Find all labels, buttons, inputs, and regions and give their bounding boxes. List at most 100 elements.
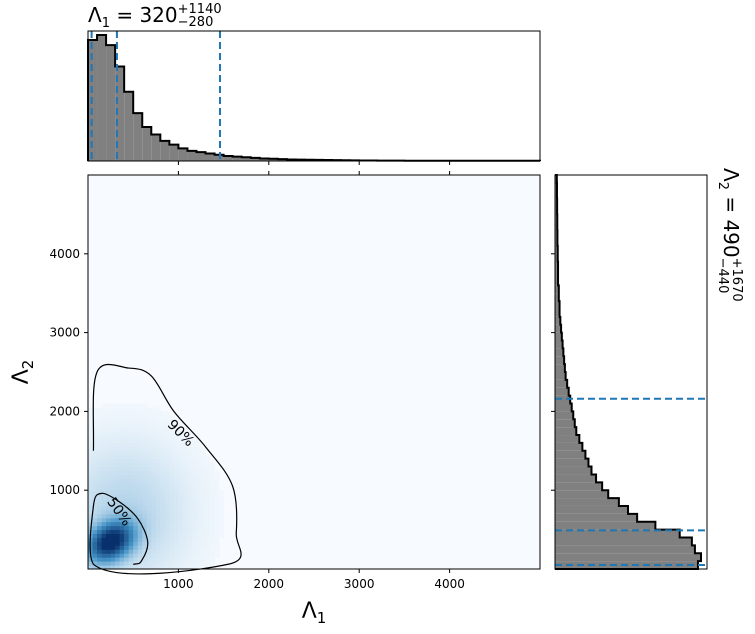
density-cell	[119, 411, 125, 416]
density-cell	[101, 533, 107, 538]
density-cell	[92, 438, 98, 444]
density-cell	[146, 549, 152, 554]
density-cell	[151, 494, 157, 499]
density-cell	[137, 549, 143, 554]
density-cell	[214, 482, 220, 487]
density-cell	[160, 462, 166, 468]
density-cell	[128, 494, 134, 499]
density-cell	[92, 525, 98, 531]
density-cell	[191, 537, 197, 542]
density-cell	[160, 411, 166, 416]
density-cell	[88, 502, 94, 507]
density-cell	[92, 446, 98, 452]
density-cell	[160, 482, 166, 487]
density-cell	[137, 411, 143, 416]
density-cell	[151, 533, 157, 538]
density-cell	[92, 474, 98, 479]
density-cell	[146, 458, 152, 464]
density-cell	[173, 438, 179, 444]
density-cell	[146, 553, 152, 558]
density-cell	[142, 427, 148, 432]
density-cell	[178, 517, 184, 523]
density-cell	[110, 490, 116, 495]
density-cell	[173, 505, 179, 511]
density-cell	[182, 509, 188, 515]
density-cell	[110, 557, 116, 562]
density-cell	[119, 466, 125, 471]
density-cell	[182, 557, 188, 562]
right-hist-bar	[555, 521, 656, 530]
density-cell	[196, 478, 202, 483]
density-cell	[178, 498, 184, 503]
density-cell	[155, 553, 161, 558]
density-cell	[173, 427, 179, 432]
density-cell	[115, 482, 121, 487]
density-cell	[182, 454, 188, 460]
density-cell	[133, 423, 139, 428]
density-cell	[142, 517, 148, 523]
density-cell	[160, 458, 166, 464]
right-hist-bar	[555, 379, 568, 388]
density-cell	[210, 498, 216, 503]
density-cell	[88, 438, 94, 444]
density-cell	[210, 474, 216, 479]
density-cell	[210, 549, 216, 554]
density-cell	[97, 549, 103, 554]
density-cell	[155, 450, 161, 456]
density-cell	[142, 494, 148, 499]
density-cell	[128, 411, 134, 416]
density-cell	[214, 513, 220, 519]
density-cell	[88, 505, 94, 511]
density-cell	[142, 482, 148, 487]
density-cell	[164, 549, 170, 554]
density-cell	[97, 458, 103, 464]
density-cell	[205, 482, 211, 487]
density-cell	[160, 565, 166, 570]
density-cell	[119, 529, 125, 535]
density-cell	[92, 513, 98, 519]
density-cell	[88, 435, 94, 440]
right-hist-bar	[555, 245, 558, 254]
density-cell	[155, 505, 161, 511]
density-cell	[160, 549, 166, 554]
density-cell	[169, 509, 175, 515]
density-cell	[210, 494, 216, 499]
density-cell	[106, 513, 112, 519]
density-cell	[169, 557, 175, 562]
density-cell	[201, 478, 207, 483]
density-cell	[151, 537, 157, 542]
top-title-lower-error: −280	[178, 15, 214, 30]
density-cell	[88, 498, 94, 503]
density-cell	[101, 486, 107, 491]
density-cell	[196, 565, 202, 570]
density-cell	[169, 553, 175, 558]
density-cell	[97, 407, 103, 412]
density-cell	[97, 470, 103, 475]
density-cell	[191, 478, 197, 483]
top-hist-bar	[160, 140, 170, 161]
density-cell	[119, 517, 125, 523]
density-cell	[101, 513, 107, 519]
density-cell	[128, 442, 134, 448]
density-cell	[169, 442, 175, 448]
density-cell	[92, 494, 98, 499]
density-cell	[88, 494, 94, 499]
density-cell	[128, 450, 134, 456]
density-cell	[160, 435, 166, 440]
top-hist-bar	[268, 158, 278, 161]
density-cell	[201, 561, 207, 566]
density-cell	[210, 553, 216, 558]
density-cell	[155, 521, 161, 527]
density-cell	[169, 423, 175, 428]
density-cell	[178, 427, 184, 432]
density-cell	[201, 537, 207, 542]
density-cell	[164, 521, 170, 527]
density-cell	[173, 541, 179, 546]
density-cell	[110, 438, 116, 444]
density-cell	[142, 435, 148, 440]
density-cell	[187, 431, 193, 436]
density-cell	[210, 561, 216, 566]
density-cell	[97, 466, 103, 471]
density-cell	[106, 565, 112, 570]
